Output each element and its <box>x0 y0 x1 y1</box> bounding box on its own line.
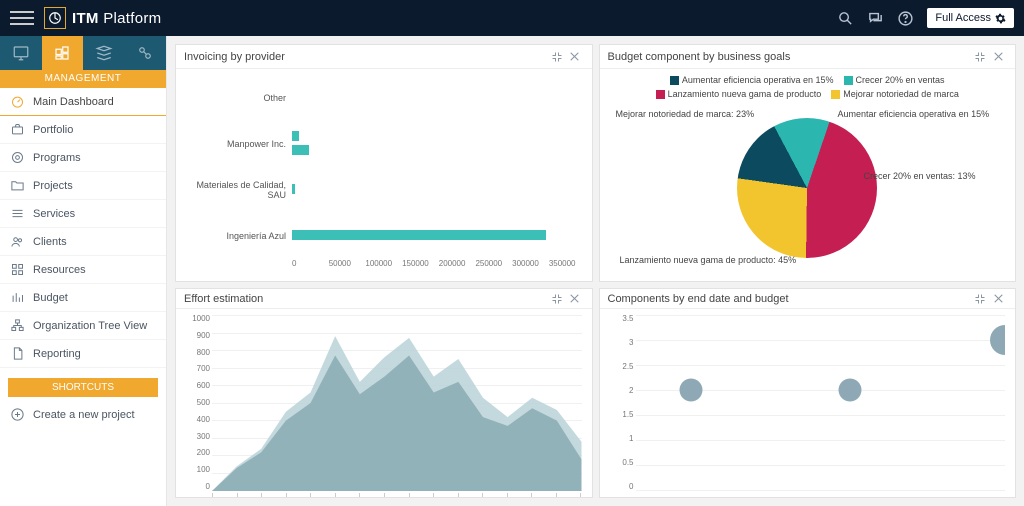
sidebar-item-main-dashboard[interactable]: Main Dashboard <box>0 87 166 116</box>
sidebar: MANAGEMENT Main DashboardPortfolioProgra… <box>0 36 167 506</box>
panel-effort: Effort estimation 1000900800700600500400… <box>175 288 593 498</box>
panel-title: Components by end date and budget <box>608 293 789 305</box>
sidebar-item-programs[interactable]: Programs <box>0 144 166 172</box>
bar-row: Materiales de Calidad, SAU <box>182 167 586 213</box>
chart-icon <box>10 290 25 305</box>
pie-label: Mejorar notoriedad de marca: 23% <box>616 109 755 119</box>
menu-toggle[interactable] <box>10 6 34 30</box>
bar-row: Ingeniería Azul <box>182 213 586 259</box>
y-axis: 10009008007006005004003002001000 <box>182 315 210 491</box>
panel-components: Components by end date and budget 3.532.… <box>599 288 1017 498</box>
pie-chart <box>737 118 877 258</box>
collapse-icon[interactable] <box>971 290 989 308</box>
panel-budget-goals: Budget component by business goals Aumen… <box>599 44 1017 282</box>
sidebar-item-clients[interactable]: Clients <box>0 228 166 256</box>
close-icon[interactable] <box>566 48 584 66</box>
area-chart <box>212 315 582 491</box>
sidebar-tabs <box>0 36 166 70</box>
legend: Aumentar eficiencia operativa en 15%Crec… <box>606 75 1010 99</box>
y-axis: 3.532.521.510.50 <box>606 315 634 491</box>
gear-ring-icon <box>10 150 25 165</box>
panel-title: Invoicing by provider <box>184 51 285 63</box>
sidebar-item-reporting[interactable]: Reporting <box>0 340 166 368</box>
sidebar-item-budget[interactable]: Budget <box>0 284 166 312</box>
sidebar-item-portfolio[interactable]: Portfolio <box>0 116 166 144</box>
stack-icon <box>10 206 25 221</box>
pie-label: Lanzamiento nueva gama de producto: 45% <box>620 255 797 265</box>
sidebar-tab-3[interactable] <box>125 36 167 70</box>
dashboard-grid: Invoicing by provider OtherManpower Inc.… <box>167 36 1024 506</box>
full-access-button[interactable]: Full Access <box>927 8 1014 28</box>
x-axis: 0500001000001500002000002500003000003500… <box>292 259 586 268</box>
panel-title: Budget component by business goals <box>608 51 791 63</box>
search-icon[interactable] <box>831 4 859 32</box>
topbar: ITM Platform Full Access <box>0 0 1024 36</box>
collapse-icon[interactable] <box>548 48 566 66</box>
shortcut-create-project[interactable]: Create a new project <box>0 401 166 428</box>
close-icon[interactable] <box>989 290 1007 308</box>
grid-icon <box>10 262 25 277</box>
panel-title: Effort estimation <box>184 293 263 305</box>
scatter-point <box>679 379 702 402</box>
bar-row: Manpower Inc. <box>182 121 586 167</box>
doc-icon <box>10 346 25 361</box>
pie-label: Aumentar eficiencia operativa en 15% <box>838 109 990 119</box>
collapse-icon[interactable] <box>548 290 566 308</box>
shortcuts-title: SHORTCUTS <box>8 378 158 397</box>
briefcase-icon <box>10 122 25 137</box>
sidebar-tab-2[interactable] <box>83 36 125 70</box>
sidebar-tab-0[interactable] <box>0 36 42 70</box>
sidebar-item-services[interactable]: Services <box>0 200 166 228</box>
sidebar-tab-1[interactable] <box>42 36 84 70</box>
sidebar-item-resources[interactable]: Resources <box>0 256 166 284</box>
close-icon[interactable] <box>566 290 584 308</box>
folder-icon <box>10 178 25 193</box>
pie-label: Crecer 20% en ventas: 13% <box>864 171 976 181</box>
sidebar-item-organization-tree-view[interactable]: Organization Tree View <box>0 312 166 340</box>
close-icon[interactable] <box>989 48 1007 66</box>
logo-icon <box>44 7 66 29</box>
help-icon[interactable] <box>891 4 919 32</box>
sidebar-item-projects[interactable]: Projects <box>0 172 166 200</box>
brand: ITM Platform <box>72 10 161 27</box>
users-icon <box>10 234 25 249</box>
chat-icon[interactable] <box>861 4 889 32</box>
gauge-icon <box>10 94 25 109</box>
bar-row: Other <box>182 75 586 121</box>
tree-icon <box>10 318 25 333</box>
collapse-icon[interactable] <box>971 48 989 66</box>
sidebar-section-title: MANAGEMENT <box>0 70 166 87</box>
panel-invoicing: Invoicing by provider OtherManpower Inc.… <box>175 44 593 282</box>
scatter-point <box>838 379 861 402</box>
